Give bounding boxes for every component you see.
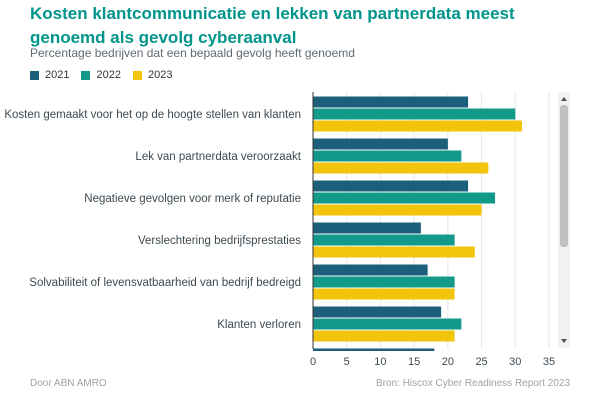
x-tick-label-15: 15 [408,356,420,368]
bar-2021-cat-3 [313,180,469,192]
x-tick-label-25: 25 [475,356,487,368]
bar-2021-cat-6 [313,306,442,318]
chart-title: Kosten klantcommunicatie en lekken van p… [30,4,515,47]
scrollbar-thumb[interactable] [560,105,568,247]
legend-swatch-2023 [132,70,142,80]
category-label-2: Lek van partnerdata veroorzaakt [135,151,301,163]
bar-2022-cat-4 [313,234,455,246]
legend-label-2021: 2021 [45,69,70,81]
credit-text: Door ABN AMRO [30,378,107,389]
chart-subtitle: Percentage bedrijven dat een bepaald gev… [30,46,355,60]
x-tick-label-20: 20 [442,356,454,368]
scroll-down-arrow-icon[interactable] [561,339,567,343]
x-tick-label-30: 30 [509,356,521,368]
bar-2021-cat-2 [313,138,448,150]
bar-2022-cat-5 [313,276,455,288]
x-tick-label-0: 0 [310,356,316,368]
legend-label-2022: 2022 [96,69,121,81]
category-label-5: Solvabiliteit of levensvatbaarheid van b… [29,277,301,289]
bar-2023-cat-3 [313,204,482,216]
bar-2022-cat-6 [313,318,462,330]
legend: 2021 2022 2023 [30,69,172,81]
bar-2023-cat-6 [313,330,455,342]
category-label-1: Kosten gemaakt voor het op de hoogte ste… [4,109,301,121]
bar-2022-cat-2 [313,150,462,162]
bar-2023-cat-4 [313,246,475,258]
x-tick-label-5: 5 [344,356,350,368]
bar-2023-cat-2 [313,162,489,174]
category-label-6: Klanten verloren [217,319,301,331]
bar-2021-partial [313,348,435,351]
source-text: Bron: Hiscox Cyber Readiness Report 2023 [376,378,570,389]
legend-item-2023[interactable]: 2023 [132,69,173,81]
legend-swatch-2022 [81,70,91,80]
scroll-up-arrow-icon[interactable] [561,97,567,101]
bar-2023-cat-1 [313,120,523,132]
legend-item-2022[interactable]: 2022 [81,69,121,81]
bar-2021-cat-1 [313,96,469,108]
category-label-3: Negatieve gevolgen voor merk of reputati… [84,193,301,205]
bar-2021-cat-4 [313,222,421,234]
bar-2022-cat-1 [313,108,516,120]
category-label-4: Verslechtering bedrijfsprestaties [138,235,301,247]
bar-2023-cat-5 [313,288,455,300]
legend-item-2021[interactable]: 2021 [30,69,69,81]
legend-label-2023: 2023 [147,69,173,81]
bar-2022-cat-3 [313,192,496,204]
bar-2021-cat-5 [313,264,428,276]
x-tick-label-35: 35 [543,356,555,368]
legend-swatch-2021 [30,70,39,80]
plot-area: Kosten gemaakt voor het op de hoogte ste… [4,96,523,351]
x-tick-label-10: 10 [374,356,386,368]
